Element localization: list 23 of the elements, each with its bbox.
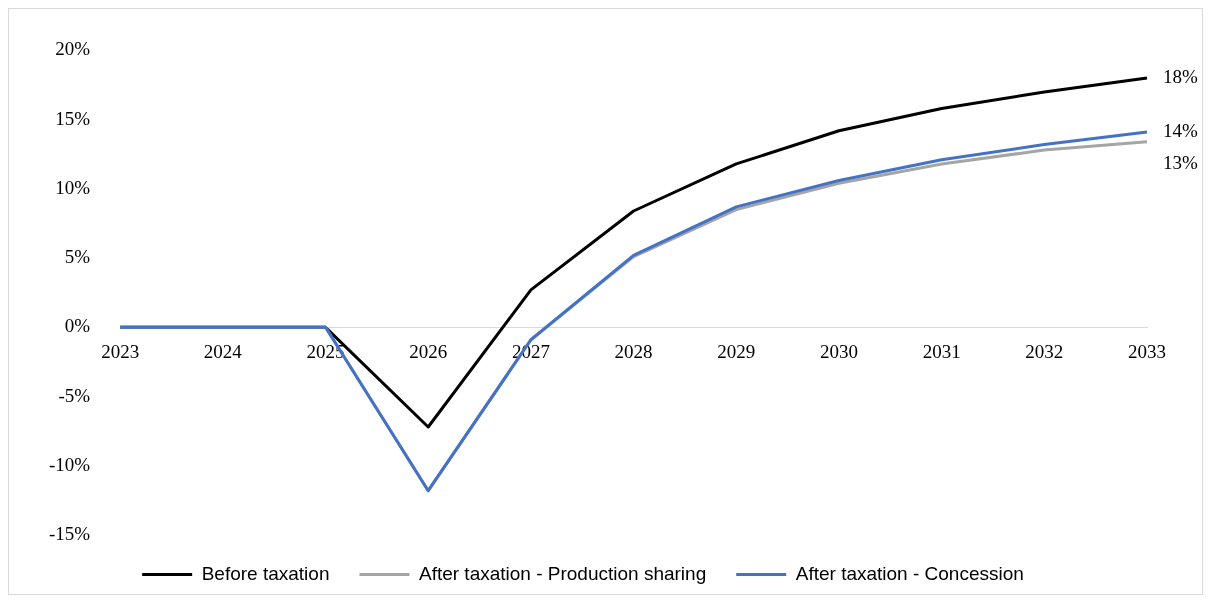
x-tick-label: 2033 [1128,340,1166,362]
legend-label: After taxation - Concession [795,562,1024,584]
y-tick-label: 5% [64,246,91,268]
legend-label: Before taxation [201,562,330,584]
x-tick-label: 2030 [819,340,858,362]
y-tick-label: 0% [64,315,91,337]
y-tick-label: -5% [58,384,91,406]
legend-label: After taxation - Production sharing [418,562,707,584]
x-tick-label: 2026 [409,340,448,362]
data-label: 13% [1163,151,1198,173]
y-tick-label: -10% [49,453,91,475]
data-label: 14% [1163,120,1198,142]
y-tick-label: -15% [49,522,91,544]
x-tick-label: 2023 [101,340,140,362]
y-tick-label: 10% [55,176,91,198]
x-tick-label: 2029 [717,340,756,362]
y-tick-label: 20% [55,38,91,60]
x-tick-label: 2028 [614,340,653,362]
x-tick-label: 2024 [203,340,243,362]
y-tick-label: 15% [55,107,91,129]
data-label: 18% [1163,66,1198,88]
x-tick-label: 2032 [1025,340,1064,362]
x-tick-label: 2031 [922,340,961,362]
